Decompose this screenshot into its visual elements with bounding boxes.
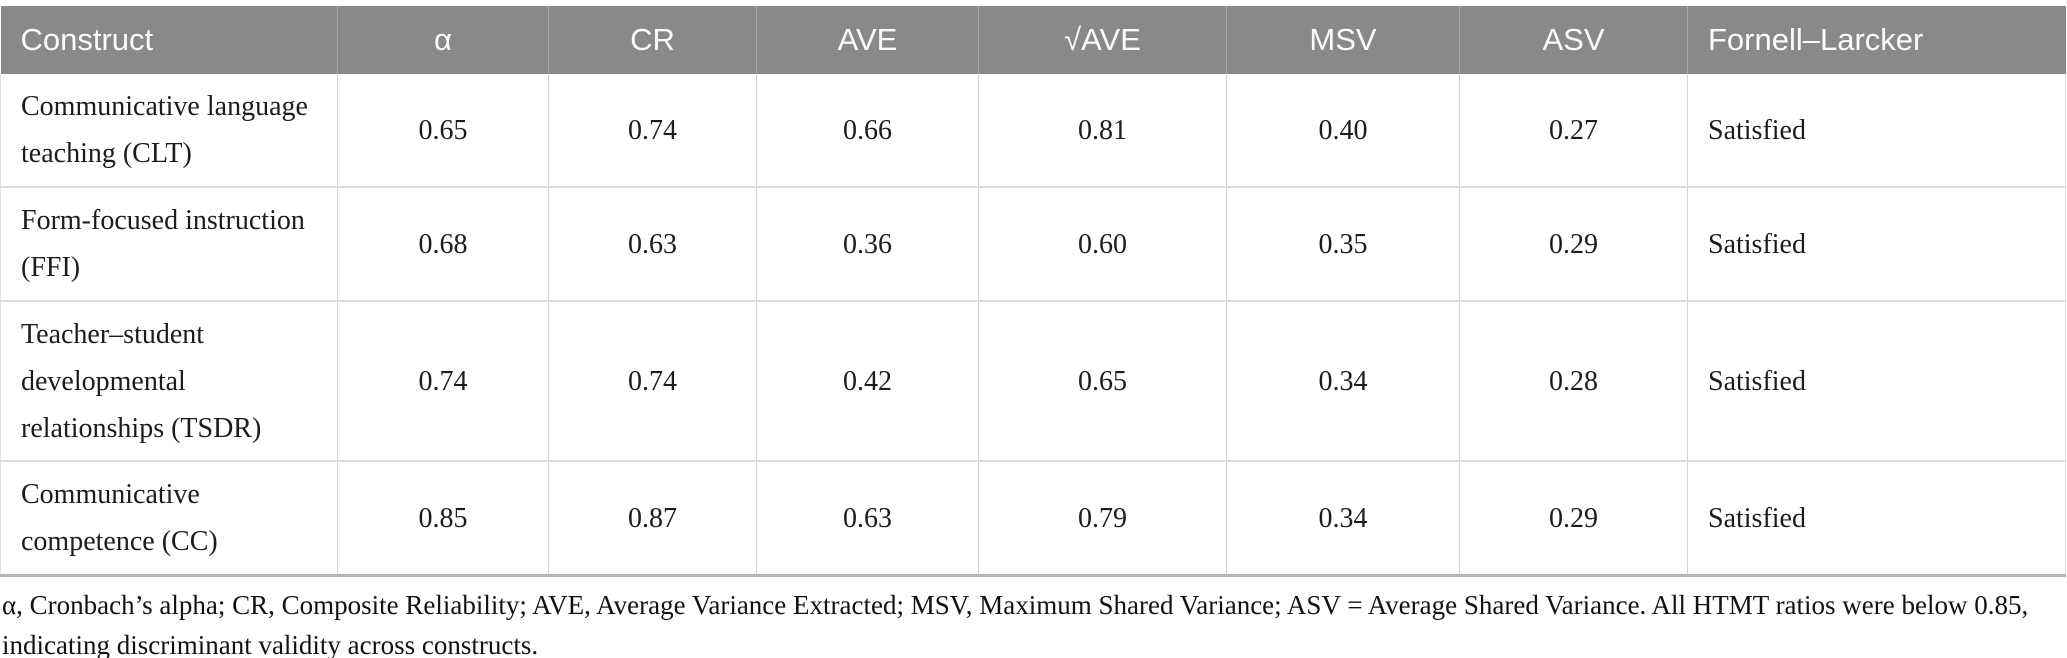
ave-cell: 0.36 (756, 186, 979, 301)
column-header-fornell-larcker: Fornell–Larcker (1687, 6, 2066, 74)
construct-cell: Form-focused instruction (FFI) (0, 186, 338, 301)
fornell-larcker-cell: Satisfied (1687, 186, 2066, 301)
table-header-row: Construct α CR AVE √AVE MSV ASV Fornell–… (0, 6, 2066, 74)
alpha-cell: 0.65 (337, 74, 549, 187)
column-header-cr: CR (548, 6, 757, 74)
column-header-asv: ASV (1459, 6, 1688, 74)
column-header-construct: Construct (0, 6, 338, 74)
fornell-larcker-cell: Satisfied (1687, 74, 2066, 187)
sqrt-ave-cell: 0.60 (978, 186, 1227, 301)
fornell-larcker-cell: Satisfied (1687, 300, 2066, 461)
cr-cell: 0.74 (548, 300, 757, 461)
construct-cell: Communicative language teaching (CLT) (0, 74, 338, 187)
ave-cell: 0.63 (756, 460, 979, 576)
sqrt-ave-cell: 0.65 (978, 300, 1227, 461)
asv-cell: 0.28 (1459, 300, 1688, 461)
column-header-sqrt-ave: √AVE (978, 6, 1227, 74)
asv-cell: 0.29 (1459, 460, 1688, 576)
fornell-larcker-cell: Satisfied (1687, 460, 2066, 576)
cr-cell: 0.63 (548, 186, 757, 301)
column-header-alpha: α (337, 6, 549, 74)
table-footnote: α, Cronbach’s alpha; CR, Composite Relia… (2, 590, 2029, 658)
reliability-validity-table: Construct α CR AVE √AVE MSV ASV Fornell–… (0, 6, 2066, 577)
asv-cell: 0.27 (1459, 74, 1688, 187)
asv-cell: 0.29 (1459, 186, 1688, 301)
msv-cell: 0.40 (1226, 74, 1460, 187)
sqrt-ave-cell: 0.79 (978, 460, 1227, 576)
alpha-cell: 0.85 (337, 460, 549, 576)
cr-cell: 0.74 (548, 74, 757, 187)
ave-cell: 0.66 (756, 74, 979, 187)
msv-cell: 0.34 (1226, 300, 1460, 461)
construct-cell: Communicative competence (CC) (0, 460, 338, 576)
column-header-ave: AVE (756, 6, 979, 74)
table-row: Communicative language teaching (CLT) 0.… (0, 74, 2066, 187)
construct-cell: Teacher–student developmental relationsh… (0, 300, 338, 461)
alpha-cell: 0.68 (337, 186, 549, 301)
alpha-cell: 0.74 (337, 300, 549, 461)
sqrt-ave-cell: 0.81 (978, 74, 1227, 187)
column-header-msv: MSV (1226, 6, 1460, 74)
msv-cell: 0.34 (1226, 460, 1460, 576)
table-row: Teacher–student developmental relationsh… (0, 300, 2066, 461)
ave-cell: 0.42 (756, 300, 979, 461)
table-row: Communicative competence (CC) 0.85 0.87 … (0, 460, 2066, 576)
cr-cell: 0.87 (548, 460, 757, 576)
msv-cell: 0.35 (1226, 186, 1460, 301)
table-row: Form-focused instruction (FFI) 0.68 0.63… (0, 186, 2066, 301)
